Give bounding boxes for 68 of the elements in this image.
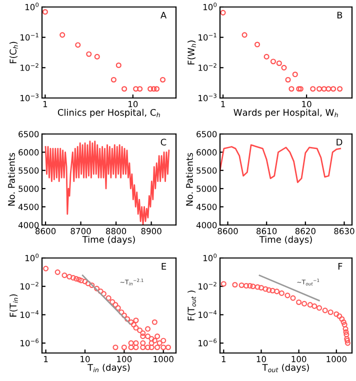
annotation: E — [162, 263, 166, 270]
y-tick-label: 10$^{0}$ — [203, 254, 217, 262]
y-tick-label: 6500 — [18, 130, 39, 138]
annotation: D — [336, 138, 342, 146]
x-tick-label: 8610 — [256, 228, 277, 234]
x-tick-label: 8600 — [218, 228, 238, 234]
x-tick-label: 10 — [128, 100, 138, 108]
y-tick-label: 5000 — [196, 186, 217, 192]
x-axis-title: T$_{out}$ (days) — [262, 364, 309, 373]
annotation: C — [160, 138, 166, 146]
x-axis-title: Time (days) — [259, 236, 312, 245]
y-tick-label: 10$^{0}$ — [25, 2, 39, 10]
y-tick-label: 6000 — [18, 149, 39, 156]
y-axis-title: F(T$_{out}$ ) — [188, 290, 196, 320]
y-tick-label: 10$^{−1}$ — [20, 33, 38, 41]
x-tick-label: 8630 — [334, 228, 354, 234]
x-axis-title: Clinics per Hospital, C$_{h}$ — [58, 108, 160, 118]
x-tick-label: 1 — [221, 101, 225, 108]
y-axis-title: F(W$_{h}$) — [188, 40, 196, 64]
x-tick-label: 1 — [222, 356, 226, 362]
y-tick-label: 10$^{0}$ — [203, 2, 217, 10]
x-tick-label: 10 — [302, 100, 312, 108]
annotation: A — [160, 12, 167, 18]
x-tick-label: 8620 — [295, 228, 316, 234]
x-axis-title: Time (days) — [82, 236, 135, 245]
y-tick-label: 6500 — [196, 130, 217, 138]
y-tick-label: 10$^{−6}$ — [198, 338, 217, 346]
x-tick-label: 8700 — [70, 228, 91, 234]
y-tick-label: 10$^{−1}$ — [198, 33, 216, 41]
x-tick-label: 1 — [44, 356, 48, 362]
y-tick-label: 5500 — [18, 167, 39, 174]
y-tick-label: 10$^{−2}$ — [20, 282, 38, 290]
y-tick-label: 4500 — [196, 204, 217, 210]
y-axis-title: F(C$_{h}$) — [10, 42, 18, 64]
y-axis-title: F(T$_{in}$) — [10, 294, 18, 317]
y-tick-label: 10$^{−4}$ — [20, 310, 39, 318]
x-tick-label: 8800 — [106, 228, 126, 234]
y-tick-label: 4000 — [196, 222, 217, 228]
x-tick-label: 1000 — [326, 356, 346, 362]
x-tick-label: 8900 — [141, 228, 162, 234]
y-axis-title: No. Patients — [8, 152, 15, 206]
y-tick-label: 10$^{−4}$ — [198, 310, 217, 318]
y-tick-label: 10$^{−2}$ — [198, 282, 216, 290]
y-tick-label: 6000 — [196, 149, 217, 156]
x-axis-title: T$_{in}$ (days) — [88, 364, 130, 373]
x-tick-label: 1 — [43, 101, 48, 108]
x-axis-title: Wards per Hospital, W$_{h}$ — [234, 108, 338, 118]
y-tick-label: 4000 — [18, 222, 39, 228]
annotation: B — [337, 12, 342, 18]
y-tick-label: 5000 — [18, 186, 39, 192]
y-tick-label: 10$^{−6}$ — [20, 338, 39, 346]
y-tick-label: 10$^{−3}$ — [20, 94, 38, 102]
line-series — [220, 144, 342, 184]
annotation: F — [338, 263, 342, 270]
x-tick-label: 1000 — [154, 356, 174, 362]
x-tick-label: 10 — [80, 356, 90, 362]
x-tick-label: 8600 — [35, 228, 56, 234]
y-axis-title: No. Patients — [186, 152, 193, 206]
x-tick-label: 10 — [256, 356, 266, 362]
y-tick-label: 10$^{0}$ — [25, 254, 39, 262]
x-tick-label: 100 — [117, 356, 132, 362]
y-tick-label: 10$^{−2}$ — [20, 63, 38, 71]
y-tick-label: 10$^{−2}$ — [198, 63, 216, 71]
line-series — [44, 140, 170, 225]
y-tick-label: 10$^{−3}$ — [198, 94, 216, 102]
y-tick-label: 5500 — [196, 167, 217, 174]
y-tick-label: 4500 — [18, 204, 39, 210]
x-tick-label: 100 — [292, 356, 306, 362]
